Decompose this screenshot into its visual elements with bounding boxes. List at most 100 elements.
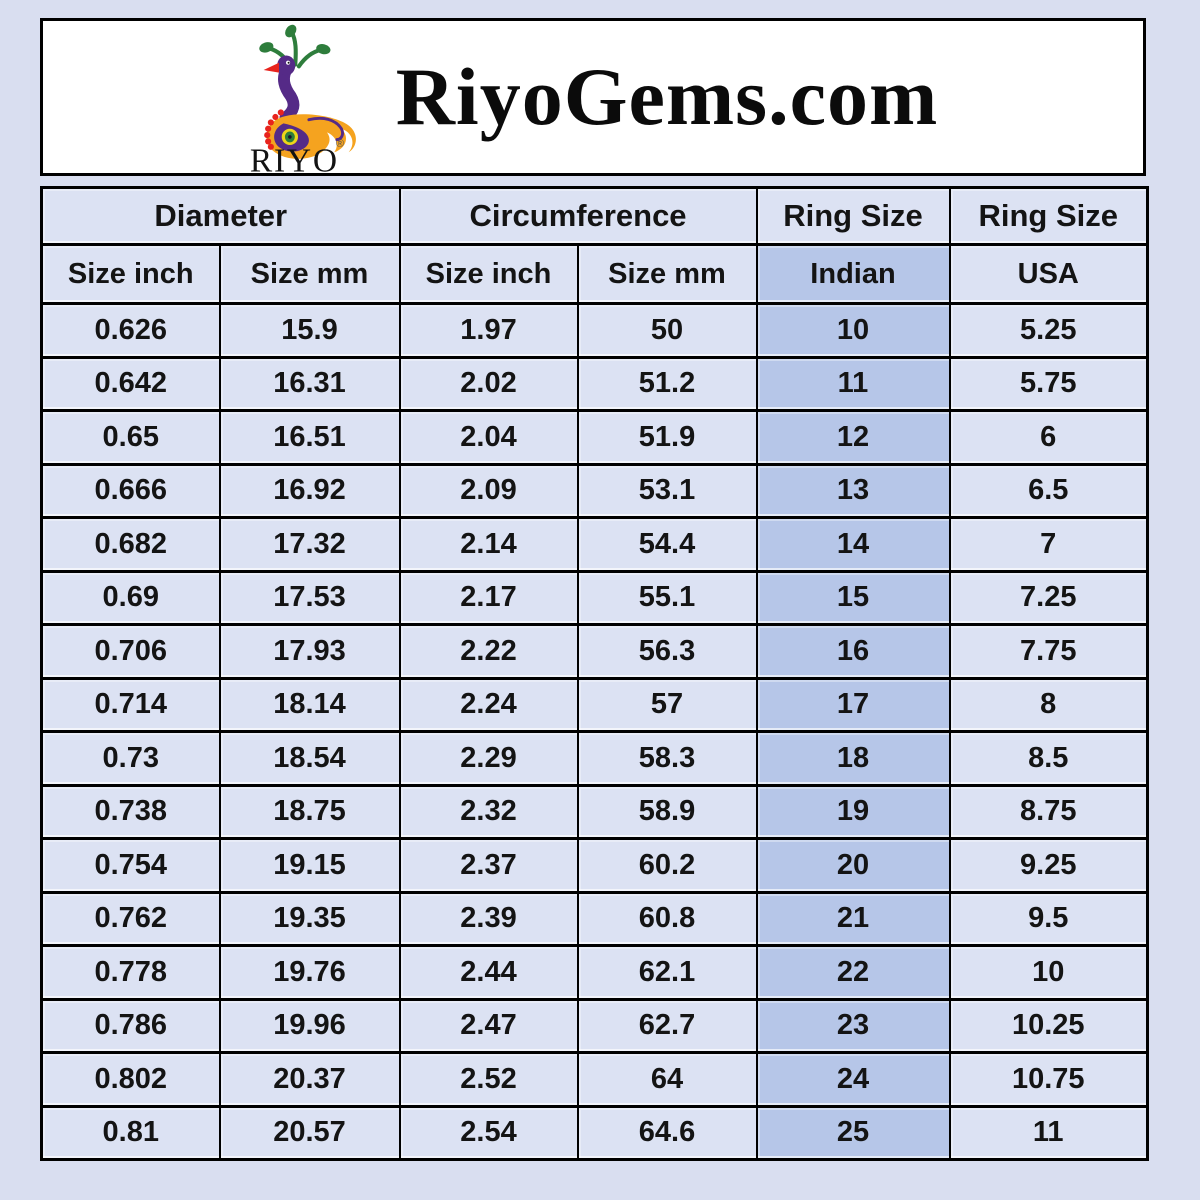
table-cell: 0.714	[40, 676, 221, 733]
table-row: 0.802 20.37 2.52 64 24 10.75	[40, 1051, 1149, 1108]
table-cell: 60.2	[576, 837, 758, 894]
group-header-ring-size-indian: Ring Size	[755, 186, 951, 246]
header-banner: RIYO ® RiyoGems.com	[40, 18, 1146, 179]
table-row: 0.73 18.54 2.29 58.3 18 8.5	[40, 730, 1149, 787]
table-cell: 13	[755, 462, 951, 519]
table-cell: 7.75	[948, 623, 1149, 680]
table-cell: 0.626	[40, 302, 221, 359]
table-cell: 50	[576, 302, 758, 359]
table-cell: 15.9	[218, 302, 401, 359]
table-cell: 60.8	[576, 890, 758, 947]
table-cell: 2.52	[398, 1051, 579, 1108]
table-cell: 0.738	[40, 783, 221, 840]
table-row: 0.778 19.76 2.44 62.1 22 10	[40, 944, 1149, 1001]
table-cell: 16	[755, 623, 951, 680]
group-header-circumference: Circumference	[398, 186, 758, 246]
table-cell: 16.92	[218, 462, 401, 519]
table-cell: 16.31	[218, 355, 401, 412]
table-cell: 14	[755, 516, 951, 573]
table-cell: 10	[755, 302, 951, 359]
table-cell: 24	[755, 1051, 951, 1108]
column-header-indian: Indian	[755, 243, 951, 305]
table-cell: 2.09	[398, 462, 579, 519]
table-cell: 11	[948, 1104, 1149, 1161]
table-row: 0.666 16.92 2.09 53.1 13 6.5	[40, 462, 1149, 519]
table-row: 0.69 17.53 2.17 55.1 15 7.25	[40, 569, 1149, 626]
table-cell: 57	[576, 676, 758, 733]
table-cell: 10.75	[948, 1051, 1149, 1108]
table-cell: 7	[948, 516, 1149, 573]
table-cell: 8.5	[948, 730, 1149, 787]
table-cell: 0.73	[40, 730, 221, 787]
table-row: 0.81 20.57 2.54 64.6 25 11	[40, 1104, 1149, 1161]
table-cell: 9.25	[948, 837, 1149, 894]
table-cell: 58.9	[576, 783, 758, 840]
table-cell: 55.1	[576, 569, 758, 626]
table-cell: 10.25	[948, 997, 1149, 1054]
table-row: 0.682 17.32 2.14 54.4 14 7	[40, 516, 1149, 573]
table-cell: 19.15	[218, 837, 401, 894]
table-cell: 51.2	[576, 355, 758, 412]
column-header-size-mm-circumference: Size mm	[576, 243, 758, 305]
table-cell: 0.754	[40, 837, 221, 894]
table-row: 0.626 15.9 1.97 50 10 5.25	[40, 302, 1149, 359]
column-header-size-mm-diameter: Size mm	[218, 243, 401, 305]
table-row: 0.706 17.93 2.22 56.3 16 7.75	[40, 623, 1149, 680]
peacock-logo-icon: RIYO ®	[250, 24, 356, 179]
table-cell: 51.9	[576, 409, 758, 466]
table-cell: 0.802	[40, 1051, 221, 1108]
site-title: RiyoGems.com	[395, 51, 939, 142]
table-cell: 2.04	[398, 409, 579, 466]
table-cell: 2.37	[398, 837, 579, 894]
table-cell: 22	[755, 944, 951, 1001]
table-cell: 8.75	[948, 783, 1149, 840]
table-cell: 2.29	[398, 730, 579, 787]
table-cell: 17.93	[218, 623, 401, 680]
table-cell: 54.4	[576, 516, 758, 573]
table-cell: 18.54	[218, 730, 401, 787]
table-cell: 2.54	[398, 1104, 579, 1161]
table-row: 0.714 18.14 2.24 57 17 8	[40, 676, 1149, 733]
table-cell: 5.75	[948, 355, 1149, 412]
table-cell: 20.57	[218, 1104, 401, 1161]
riyo-logo: RIYO ®	[218, 22, 378, 179]
table-cell: 5.25	[948, 302, 1149, 359]
table-cell: 0.706	[40, 623, 221, 680]
table-cell: 6	[948, 409, 1149, 466]
table-cell: 2.44	[398, 944, 579, 1001]
table-cell: 2.02	[398, 355, 579, 412]
table-cell: 10	[948, 944, 1149, 1001]
group-header-diameter: Diameter	[40, 186, 401, 246]
table-cell: 0.65	[40, 409, 221, 466]
table-cell: 17.53	[218, 569, 401, 626]
table-row: 0.754 19.15 2.37 60.2 20 9.25	[40, 837, 1149, 894]
table-cell: 12	[755, 409, 951, 466]
table-cell: 18	[755, 730, 951, 787]
column-header-size-inch-diameter: Size inch	[40, 243, 221, 305]
table-cell: 0.642	[40, 355, 221, 412]
table-cell: 64	[576, 1051, 758, 1108]
table-cell: 7.25	[948, 569, 1149, 626]
table-cell: 2.17	[398, 569, 579, 626]
table-cell: 19.76	[218, 944, 401, 1001]
registered-mark: ®	[336, 138, 344, 150]
table-cell: 2.39	[398, 890, 579, 947]
table-row: 0.786 19.96 2.47 62.7 23 10.25	[40, 997, 1149, 1054]
column-header-size-inch-circumference: Size inch	[398, 243, 579, 305]
table-cell: 58.3	[576, 730, 758, 787]
table-cell: 16.51	[218, 409, 401, 466]
table-cell: 2.22	[398, 623, 579, 680]
table-header: Diameter Circumference Ring Size Ring Si…	[40, 186, 1149, 305]
table-cell: 21	[755, 890, 951, 947]
table-cell: 0.666	[40, 462, 221, 519]
table-cell: 62.1	[576, 944, 758, 1001]
table-cell: 1.97	[398, 302, 579, 359]
table-cell: 0.682	[40, 516, 221, 573]
table-cell: 17	[755, 676, 951, 733]
table-cell: 19.96	[218, 997, 401, 1054]
table-cell: 0.778	[40, 944, 221, 1001]
table-cell: 56.3	[576, 623, 758, 680]
table-cell: 19	[755, 783, 951, 840]
table-cell: 2.24	[398, 676, 579, 733]
